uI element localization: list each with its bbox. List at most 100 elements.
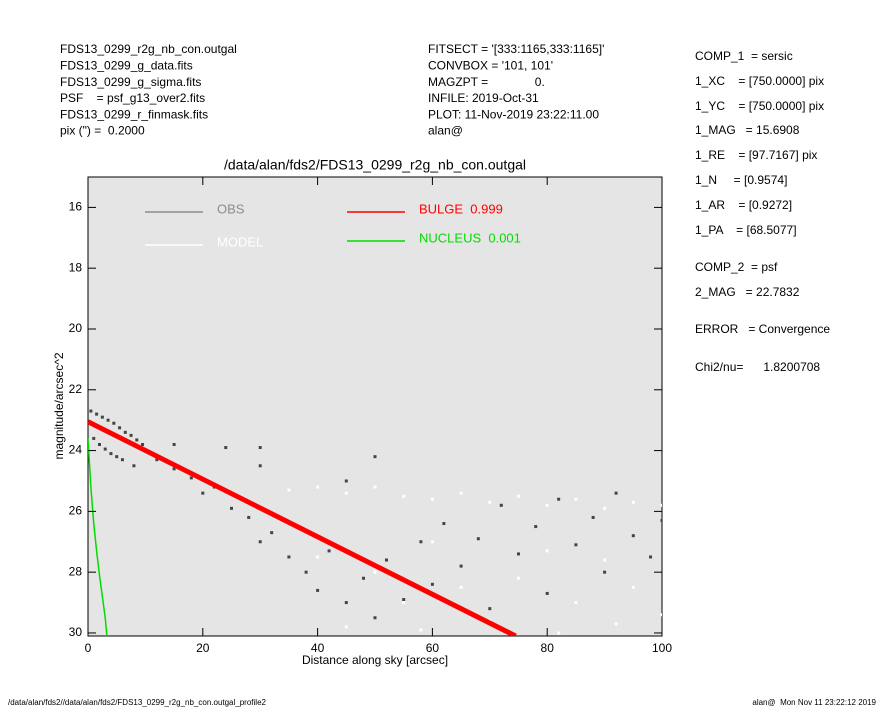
data-point [230, 506, 233, 510]
data-point [430, 582, 434, 586]
data-point [270, 531, 274, 535]
data-point [402, 494, 406, 498]
y-tick-label: 20 [69, 321, 83, 335]
data-point [118, 426, 122, 430]
data-point [545, 591, 549, 595]
data-point [103, 447, 107, 451]
data-point [649, 555, 653, 559]
y-tick-label: 30 [69, 625, 83, 639]
data-point [92, 436, 96, 440]
header-left-line: FDS13_0299_r_finmask.fits [60, 107, 208, 121]
data-point [603, 506, 607, 510]
data-point [135, 438, 139, 442]
data-point [129, 433, 133, 437]
header-left-line: PSF = psf_g13_over2.fits [60, 91, 205, 105]
plot-area [87, 176, 663, 637]
x-axis-label: Distance along sky [arcsec] [302, 653, 448, 667]
data-point [574, 543, 578, 547]
data-point [97, 442, 101, 446]
data-point [614, 622, 618, 626]
footer-left: /data/alan/fds2//data/alan/fds2/FDS13_02… [8, 698, 267, 707]
plot-marks [88, 409, 662, 636]
data-point [112, 421, 116, 425]
data-point [344, 601, 348, 605]
header-left-line: FDS13_0299_r2g_nb_con.outgal [60, 42, 237, 56]
data-point [614, 491, 618, 495]
data-point [517, 494, 520, 498]
header-mid-line: MAGZPT = 0. [428, 75, 545, 89]
data-point [106, 418, 110, 422]
data-point [545, 549, 549, 553]
data-point [373, 570, 377, 574]
data-point [574, 497, 578, 501]
data-point [430, 540, 434, 544]
data-point [258, 540, 262, 544]
data-point [132, 464, 136, 468]
data-point [517, 552, 520, 556]
data-point [545, 503, 549, 507]
data-point [201, 491, 205, 495]
param-line: Chi2/nu= 1.8200708 [695, 360, 820, 374]
model-line [88, 438, 108, 636]
x-tick-label: 20 [196, 641, 210, 655]
y-tick-label: 24 [69, 443, 83, 457]
data-point [115, 455, 119, 459]
param-line: 1_XC = [750.0000] pix [695, 74, 824, 88]
param-line: 1_RE = [97.7167] pix [695, 148, 817, 162]
data-point [189, 476, 193, 480]
y-tick-label: 18 [69, 260, 83, 274]
header-mid-line: INFILE: 2019-Oct-31 [428, 91, 539, 105]
data-point [603, 570, 607, 574]
data-point [373, 485, 377, 489]
data-point [459, 564, 463, 568]
data-point [419, 540, 423, 544]
x-tick-label: 80 [541, 641, 555, 655]
data-point [430, 497, 434, 501]
param-line: COMP_1 = sersic [695, 49, 793, 63]
data-point [488, 607, 492, 611]
data-point [499, 503, 503, 507]
data-point [384, 558, 388, 562]
y-tick-label: 28 [69, 564, 83, 578]
data-point [258, 464, 262, 468]
x-tick-label: 100 [652, 641, 672, 655]
legend-label: MODEL [217, 234, 263, 249]
data-point [660, 503, 662, 507]
data-point [287, 488, 291, 492]
data-point [402, 598, 406, 602]
data-point [141, 442, 145, 446]
data-point [327, 549, 331, 553]
data-point [316, 485, 320, 489]
data-point [123, 430, 127, 434]
data-point [362, 576, 366, 580]
legend-label: OBS [217, 201, 245, 216]
data-point [459, 585, 463, 589]
data-point [316, 588, 320, 592]
data-point [172, 442, 176, 446]
data-point [95, 412, 99, 416]
data-point [660, 518, 662, 522]
header-mid-line: CONVBOX = '101, 101' [428, 58, 553, 72]
x-tick-label: 60 [426, 641, 440, 655]
param-line: 1_MAG = 15.6908 [695, 123, 800, 137]
header-mid-line: PLOT: 11-Nov-2019 23:22:11.00 [428, 107, 599, 121]
data-point [316, 555, 320, 559]
data-point [258, 446, 262, 450]
data-point [419, 628, 423, 632]
y-tick-label: 22 [69, 382, 83, 396]
data-point [373, 455, 377, 459]
data-point [89, 409, 93, 413]
data-point [517, 576, 520, 580]
data-point [224, 446, 228, 450]
chart-title: /data/alan/fds2/FDS13_0299_r2g_nb_con.ou… [224, 157, 526, 173]
data-point [534, 525, 538, 529]
header-left-line: pix (") = 0.2000 [60, 124, 145, 138]
param-line: 1_PA = [68.5077] [695, 223, 797, 237]
data-point [344, 491, 348, 495]
header-mid-line: FITSECT = '[333:1165,333:1165]' [428, 42, 604, 56]
param-line: 1_N = [0.9574] [695, 173, 787, 187]
data-point [603, 558, 607, 562]
data-point [631, 585, 635, 589]
param-line: 2_MAG = 22.7832 [695, 285, 800, 299]
data-point [459, 491, 463, 495]
